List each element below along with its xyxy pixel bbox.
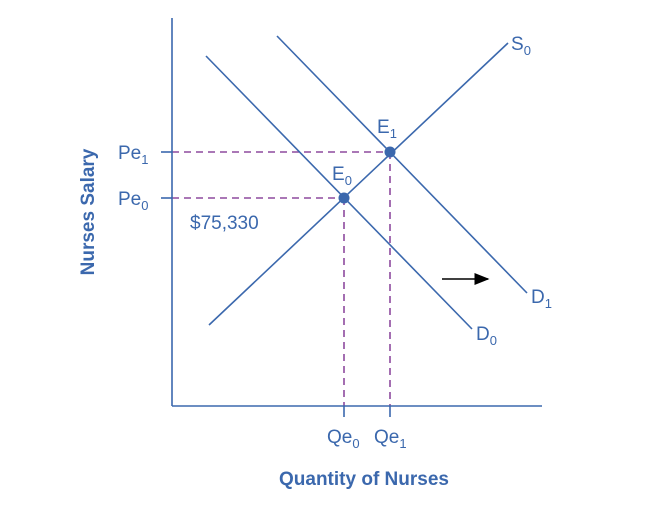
quantity-label-qe1: Qe1 bbox=[374, 427, 407, 451]
equilibrium-point-e1 bbox=[384, 146, 396, 158]
demand-curve-d1 bbox=[276, 35, 528, 294]
demand-curve-d0 bbox=[205, 55, 473, 330]
supply-label-s0: S0 bbox=[511, 34, 531, 58]
supply-curve-s0 bbox=[208, 42, 509, 326]
demand-label-d0: D0 bbox=[476, 324, 497, 348]
demand-label-d1: D1 bbox=[531, 287, 552, 311]
quantity-label-qe0: Qe0 bbox=[327, 427, 360, 451]
y-axis-title: Nurses Salary bbox=[78, 148, 99, 275]
salary-annotation: $75,330 bbox=[190, 213, 259, 234]
price-label-pe1: Pe1 bbox=[118, 143, 148, 167]
price-label-pe0: Pe0 bbox=[118, 189, 148, 213]
x-axis-title: Quantity of Nurses bbox=[279, 469, 449, 490]
equilibrium-label-e0: E0 bbox=[332, 164, 352, 188]
equilibrium-point-e0 bbox=[338, 192, 350, 204]
equilibrium-label-e1: E1 bbox=[377, 117, 397, 141]
